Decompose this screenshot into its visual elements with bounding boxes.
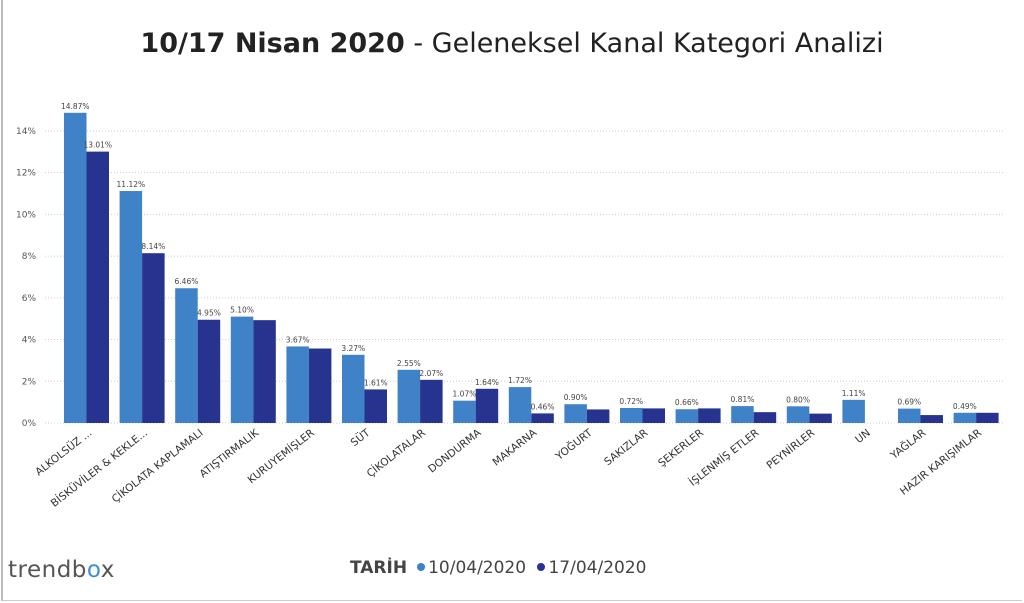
bar-series-2[interactable] <box>753 412 777 423</box>
y-tick-label: 8% <box>22 252 37 262</box>
data-label: 11.12% <box>117 180 146 189</box>
data-label: 0.69% <box>897 398 921 407</box>
bar-series-2[interactable] <box>976 412 999 423</box>
y-tick-label: 0% <box>22 419 37 429</box>
bar-series-2[interactable] <box>531 413 554 423</box>
data-label: 3.67% <box>286 335 310 344</box>
data-label: 0.81% <box>731 395 755 404</box>
bar-series-1[interactable] <box>508 387 532 423</box>
bar-series-2[interactable] <box>253 320 276 423</box>
bar-series-2[interactable] <box>475 388 499 423</box>
bar-series-2[interactable] <box>642 408 666 423</box>
data-label: 0.80% <box>786 395 810 404</box>
data-label: 6.46% <box>175 277 199 286</box>
bar-series-1[interactable] <box>786 406 810 423</box>
bar-series-2[interactable] <box>86 151 110 424</box>
data-label: 1.72% <box>508 376 532 385</box>
data-label: 1.07% <box>453 390 477 399</box>
bar-series-2[interactable] <box>586 409 610 423</box>
y-tick-label: 10% <box>16 210 36 220</box>
bar-series-2[interactable] <box>698 408 721 423</box>
bar-series-1[interactable] <box>286 346 309 423</box>
data-label: 0.90% <box>564 393 588 402</box>
data-label: 14.87% <box>61 102 90 111</box>
category-label: YAĞLAR <box>887 426 928 462</box>
legend-dot-2 <box>537 563 546 571</box>
data-label: 1.11% <box>842 389 866 398</box>
data-label: 1.61% <box>364 378 388 387</box>
bar-series-1[interactable] <box>842 399 865 423</box>
y-tick-label: 4% <box>22 336 37 346</box>
data-label: 2.07% <box>419 369 443 378</box>
bar-series-1[interactable] <box>675 409 699 423</box>
bar-series-2[interactable] <box>197 319 221 423</box>
category-label: YOĞURT <box>552 426 595 464</box>
data-label: 1.64% <box>475 378 499 387</box>
bar-series-2[interactable] <box>364 389 388 423</box>
legend-item-2[interactable]: 17/04/2020 <box>548 558 647 578</box>
legend: TARİH 10/04/2020 17/04/2020 <box>350 558 646 578</box>
data-label: 2.55% <box>397 359 421 368</box>
category-label: DONDURMA <box>426 426 484 475</box>
bar-series-1[interactable] <box>898 408 921 423</box>
bar-series-1[interactable] <box>119 191 143 423</box>
category-label: MAKARNA <box>490 426 539 468</box>
category-label: BİSKÜVİLER & KEKLE... <box>48 426 150 510</box>
trendbox-logo: trendbox <box>8 557 115 583</box>
category-label: ALKOLSÜZ ... <box>33 426 95 478</box>
data-label: 8.14% <box>141 242 165 251</box>
data-label: 13.01% <box>83 141 112 150</box>
category-label: SÜT <box>348 426 373 449</box>
data-label: 0.46% <box>531 402 555 411</box>
bar-series-1[interactable] <box>175 288 198 423</box>
bar-series-2[interactable] <box>142 253 165 423</box>
data-label: 0.66% <box>675 398 699 407</box>
category-label: ÇİKOLATALAR <box>364 426 428 480</box>
category-label: SAKIZLAR <box>602 427 650 468</box>
bar-series-1[interactable] <box>620 407 643 423</box>
data-label: 0.72% <box>619 397 643 406</box>
y-tick-label: 2% <box>22 377 37 387</box>
y-tick-label: 14% <box>16 127 36 137</box>
bar-series-1[interactable] <box>397 369 421 423</box>
data-label: 0.49% <box>953 402 977 411</box>
bar-series-2[interactable] <box>920 415 944 423</box>
bar-series-1[interactable] <box>953 412 977 423</box>
title-bold: 10/17 Nisan 2020 <box>140 28 405 59</box>
bar-series-1[interactable] <box>453 400 476 423</box>
category-label: ÇİKOLATA KAPLAMALI <box>109 426 205 505</box>
bar-series-1[interactable] <box>342 354 365 423</box>
category-label: UN <box>853 427 873 446</box>
y-tick-label: 12% <box>16 169 36 179</box>
bar-series-1[interactable] <box>731 406 754 423</box>
y-tick-label: 6% <box>22 294 37 304</box>
data-label: 5.10% <box>230 306 254 315</box>
legend-item-1[interactable]: 10/04/2020 <box>428 558 527 578</box>
chart-title: 10/17 Nisan 2020 - Geleneksel Kanal Kate… <box>0 28 1024 59</box>
category-label: PEYNİRLER <box>764 426 817 472</box>
bar-series-2[interactable] <box>420 379 443 423</box>
title-rest: - Geleneksel Kanal Kategori Analizi <box>404 28 884 59</box>
bar-series-1[interactable] <box>564 404 587 423</box>
bar-series-1[interactable] <box>230 316 254 423</box>
legend-dot-1 <box>417 563 426 571</box>
bar-series-2[interactable] <box>308 348 332 423</box>
data-label: 3.27% <box>341 344 365 353</box>
legend-title: TARİH <box>350 558 408 578</box>
bar-series-2[interactable] <box>809 413 832 423</box>
data-label: 4.95% <box>197 309 221 318</box>
bar-series-1[interactable] <box>64 112 87 423</box>
category-label: ŞEKERLER <box>656 427 706 470</box>
